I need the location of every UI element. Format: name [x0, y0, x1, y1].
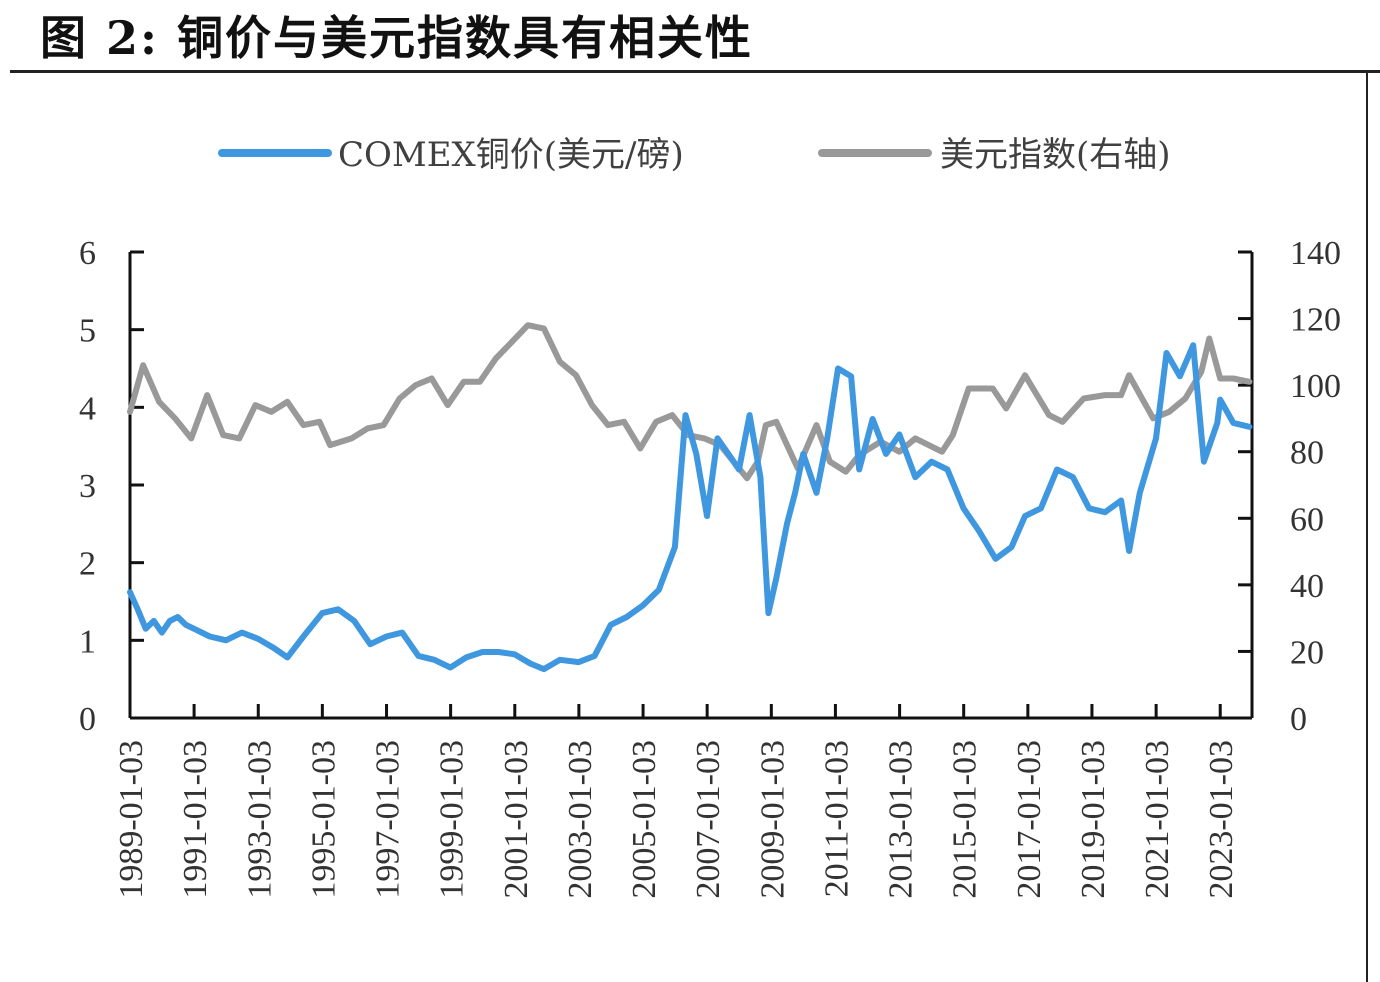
frame-right-border: [1366, 70, 1368, 982]
title-rule: [10, 70, 1380, 73]
y-left-tick-label: 4: [79, 390, 96, 427]
x-tick-label: 2021-01-03: [1139, 740, 1176, 899]
series-line-dxy: [127, 322, 1253, 482]
y-left-tick-label: 6: [79, 235, 96, 272]
y-left-tick-label: 1: [79, 623, 96, 660]
x-tick-label: 1991-01-03: [177, 740, 214, 899]
x-tick-label: 2013-01-03: [883, 740, 920, 899]
y-right-tick-label: 80: [1290, 435, 1324, 472]
x-tick-label: 2007-01-03: [690, 740, 727, 899]
y-right-tick-label: 120: [1290, 302, 1341, 339]
x-tick-label: 2011-01-03: [818, 740, 855, 897]
x-tick-label: 2001-01-03: [498, 740, 535, 899]
x-tick-label: 2005-01-03: [626, 740, 663, 899]
figure-title: 图 2: 铜价与美元指数具有相关性: [40, 11, 754, 65]
x-tick-label: 1997-01-03: [370, 740, 407, 899]
y-left-tick-label: 5: [79, 313, 96, 350]
x-tick-label: 2003-01-03: [562, 740, 599, 899]
series-layer: [127, 322, 1253, 673]
x-tick-label: 2009-01-03: [754, 740, 791, 899]
legend-label-dxy: 美元指数(右轴): [940, 135, 1171, 175]
legend-label-copper: COMEX铜价(美元/磅): [338, 135, 684, 175]
x-tick-label: 2015-01-03: [947, 740, 984, 899]
legend: COMEX铜价(美元/磅) 美元指数(右轴): [218, 135, 1171, 175]
x-tick-label: 1999-01-03: [434, 740, 471, 899]
y-right-tick-label: 20: [1290, 634, 1324, 671]
series-line-copper: [127, 342, 1253, 673]
x-tick-label: 1995-01-03: [305, 740, 342, 899]
x-tick-label: 2017-01-03: [1011, 740, 1048, 899]
y-right-tick-label: 0: [1290, 701, 1307, 738]
x-tick-label: 1993-01-03: [241, 740, 278, 899]
y-right-tick-label: 100: [1290, 368, 1341, 405]
x-tick-label: 2023-01-03: [1203, 740, 1240, 899]
y-left-tick-label: 3: [79, 468, 96, 505]
axes: [128, 250, 1254, 720]
y-right-tick-label: 60: [1290, 501, 1324, 538]
x-tick-label: 2019-01-03: [1075, 740, 1112, 899]
y-left-tick-label: 0: [79, 701, 96, 738]
y-left-tick-label: 2: [79, 546, 96, 583]
x-tick-label: 1989-01-03: [113, 740, 150, 899]
y-right-tick-label: 140: [1290, 235, 1341, 272]
y-right-tick-label: 40: [1290, 568, 1324, 605]
